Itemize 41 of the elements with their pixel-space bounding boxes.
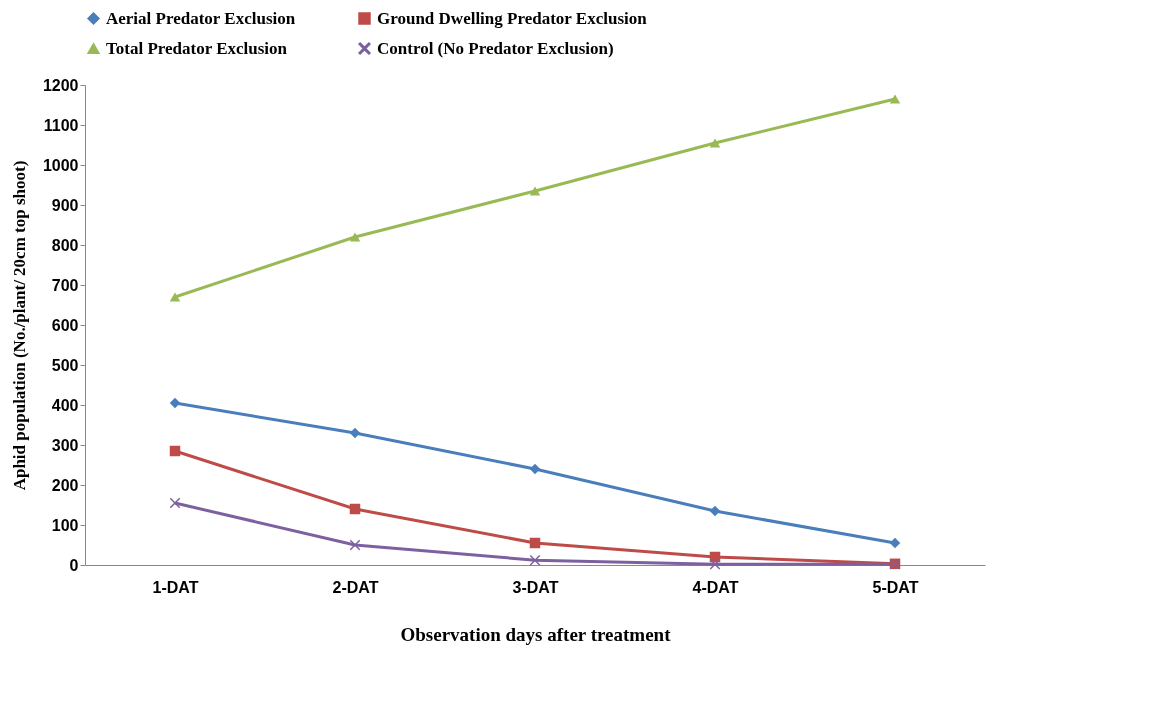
y-tick-label: 100 — [51, 516, 79, 534]
point — [709, 138, 721, 148]
y-tick-label: 600 — [51, 316, 79, 334]
y-tick-label: 800 — [51, 236, 79, 254]
y-tick-label: 1200 — [42, 76, 79, 94]
legend-label: Ground Dwelling Predator Exclusion — [377, 8, 648, 28]
y-tick-label: 1100 — [43, 116, 79, 134]
point — [889, 94, 901, 104]
point — [349, 503, 361, 515]
y-axis-title: Aphid population (No./plant/ 20cm top shoot) — [9, 160, 29, 491]
y-tick-label: 300 — [51, 436, 79, 454]
point — [529, 537, 541, 549]
point — [349, 427, 361, 439]
x-axis-title: Observation days after treatment — [400, 623, 672, 645]
point — [169, 497, 181, 509]
legend-label: Control (No Predator Exclusion) — [377, 38, 614, 58]
y-tick-label: 400 — [51, 396, 79, 414]
y-tick-label: 500 — [51, 356, 79, 374]
y-tick-label: 200 — [51, 476, 79, 494]
point — [349, 232, 361, 242]
point — [169, 292, 181, 302]
y-tick-label: 700 — [51, 276, 79, 294]
point — [709, 558, 721, 570]
point — [349, 539, 361, 551]
point — [529, 463, 541, 475]
y-tick-label: 900 — [51, 196, 79, 214]
x-tick-label: 1-DAT — [152, 578, 199, 596]
point — [529, 186, 541, 196]
x-tick-label: 4-DAT — [692, 578, 739, 596]
point — [169, 445, 181, 457]
x-tick-label: 5-DAT — [872, 578, 919, 596]
point — [169, 397, 181, 409]
y-tick-label: 0 — [69, 556, 79, 574]
legend-label: Aerial Predator Exclusion — [106, 8, 296, 28]
x-tick-label: 2-DAT — [332, 578, 379, 596]
x-tick-label: 3-DAT — [512, 578, 559, 596]
point — [889, 537, 901, 549]
y-tick-label: 1000 — [42, 156, 79, 174]
point — [709, 505, 721, 517]
legend-label: Total Predator Exclusion — [106, 38, 288, 58]
point — [529, 554, 541, 566]
